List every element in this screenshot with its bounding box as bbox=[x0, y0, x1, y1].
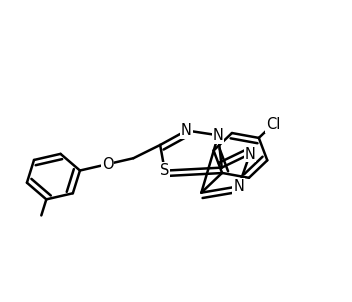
Text: N: N bbox=[181, 123, 192, 138]
Text: N: N bbox=[245, 146, 255, 162]
Text: N: N bbox=[213, 128, 224, 143]
Text: N: N bbox=[233, 179, 244, 194]
Text: S: S bbox=[160, 163, 169, 178]
Text: Cl: Cl bbox=[266, 117, 280, 132]
Text: O: O bbox=[102, 157, 114, 172]
